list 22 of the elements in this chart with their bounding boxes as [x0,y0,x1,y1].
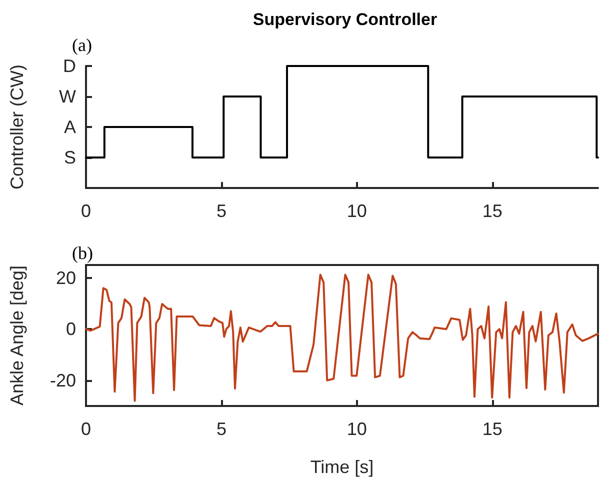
y-tick-label: 0 [66,319,76,340]
x-axis-title: Time [s] [310,457,374,477]
category-label: S [64,148,76,168]
line-series [85,274,599,402]
x-tick-label: 15 [482,201,502,221]
y-axis-title: Ankle Angle [deg] [7,265,27,406]
category-label: A [64,117,76,137]
x-tick-label: 5 [216,419,226,439]
category-label: W [59,86,76,106]
x-tick-label: 10 [346,201,367,221]
x-tick-label: 0 [80,419,92,439]
x-tick-label: 0 [80,201,92,221]
x-tick-label: 15 [482,419,502,439]
text: (b) [72,243,93,263]
y-tick-label: 20 [56,268,76,288]
x-tick-label: 5 [216,201,226,221]
y-tick-label: -20 [50,370,76,390]
chart-title: Supervisory Controller [252,10,438,29]
text: (a) [72,35,92,55]
y-axis-title: Controller (CW) [7,64,27,190]
x-tick-label: 10 [346,419,367,439]
category-label: D [63,56,76,76]
